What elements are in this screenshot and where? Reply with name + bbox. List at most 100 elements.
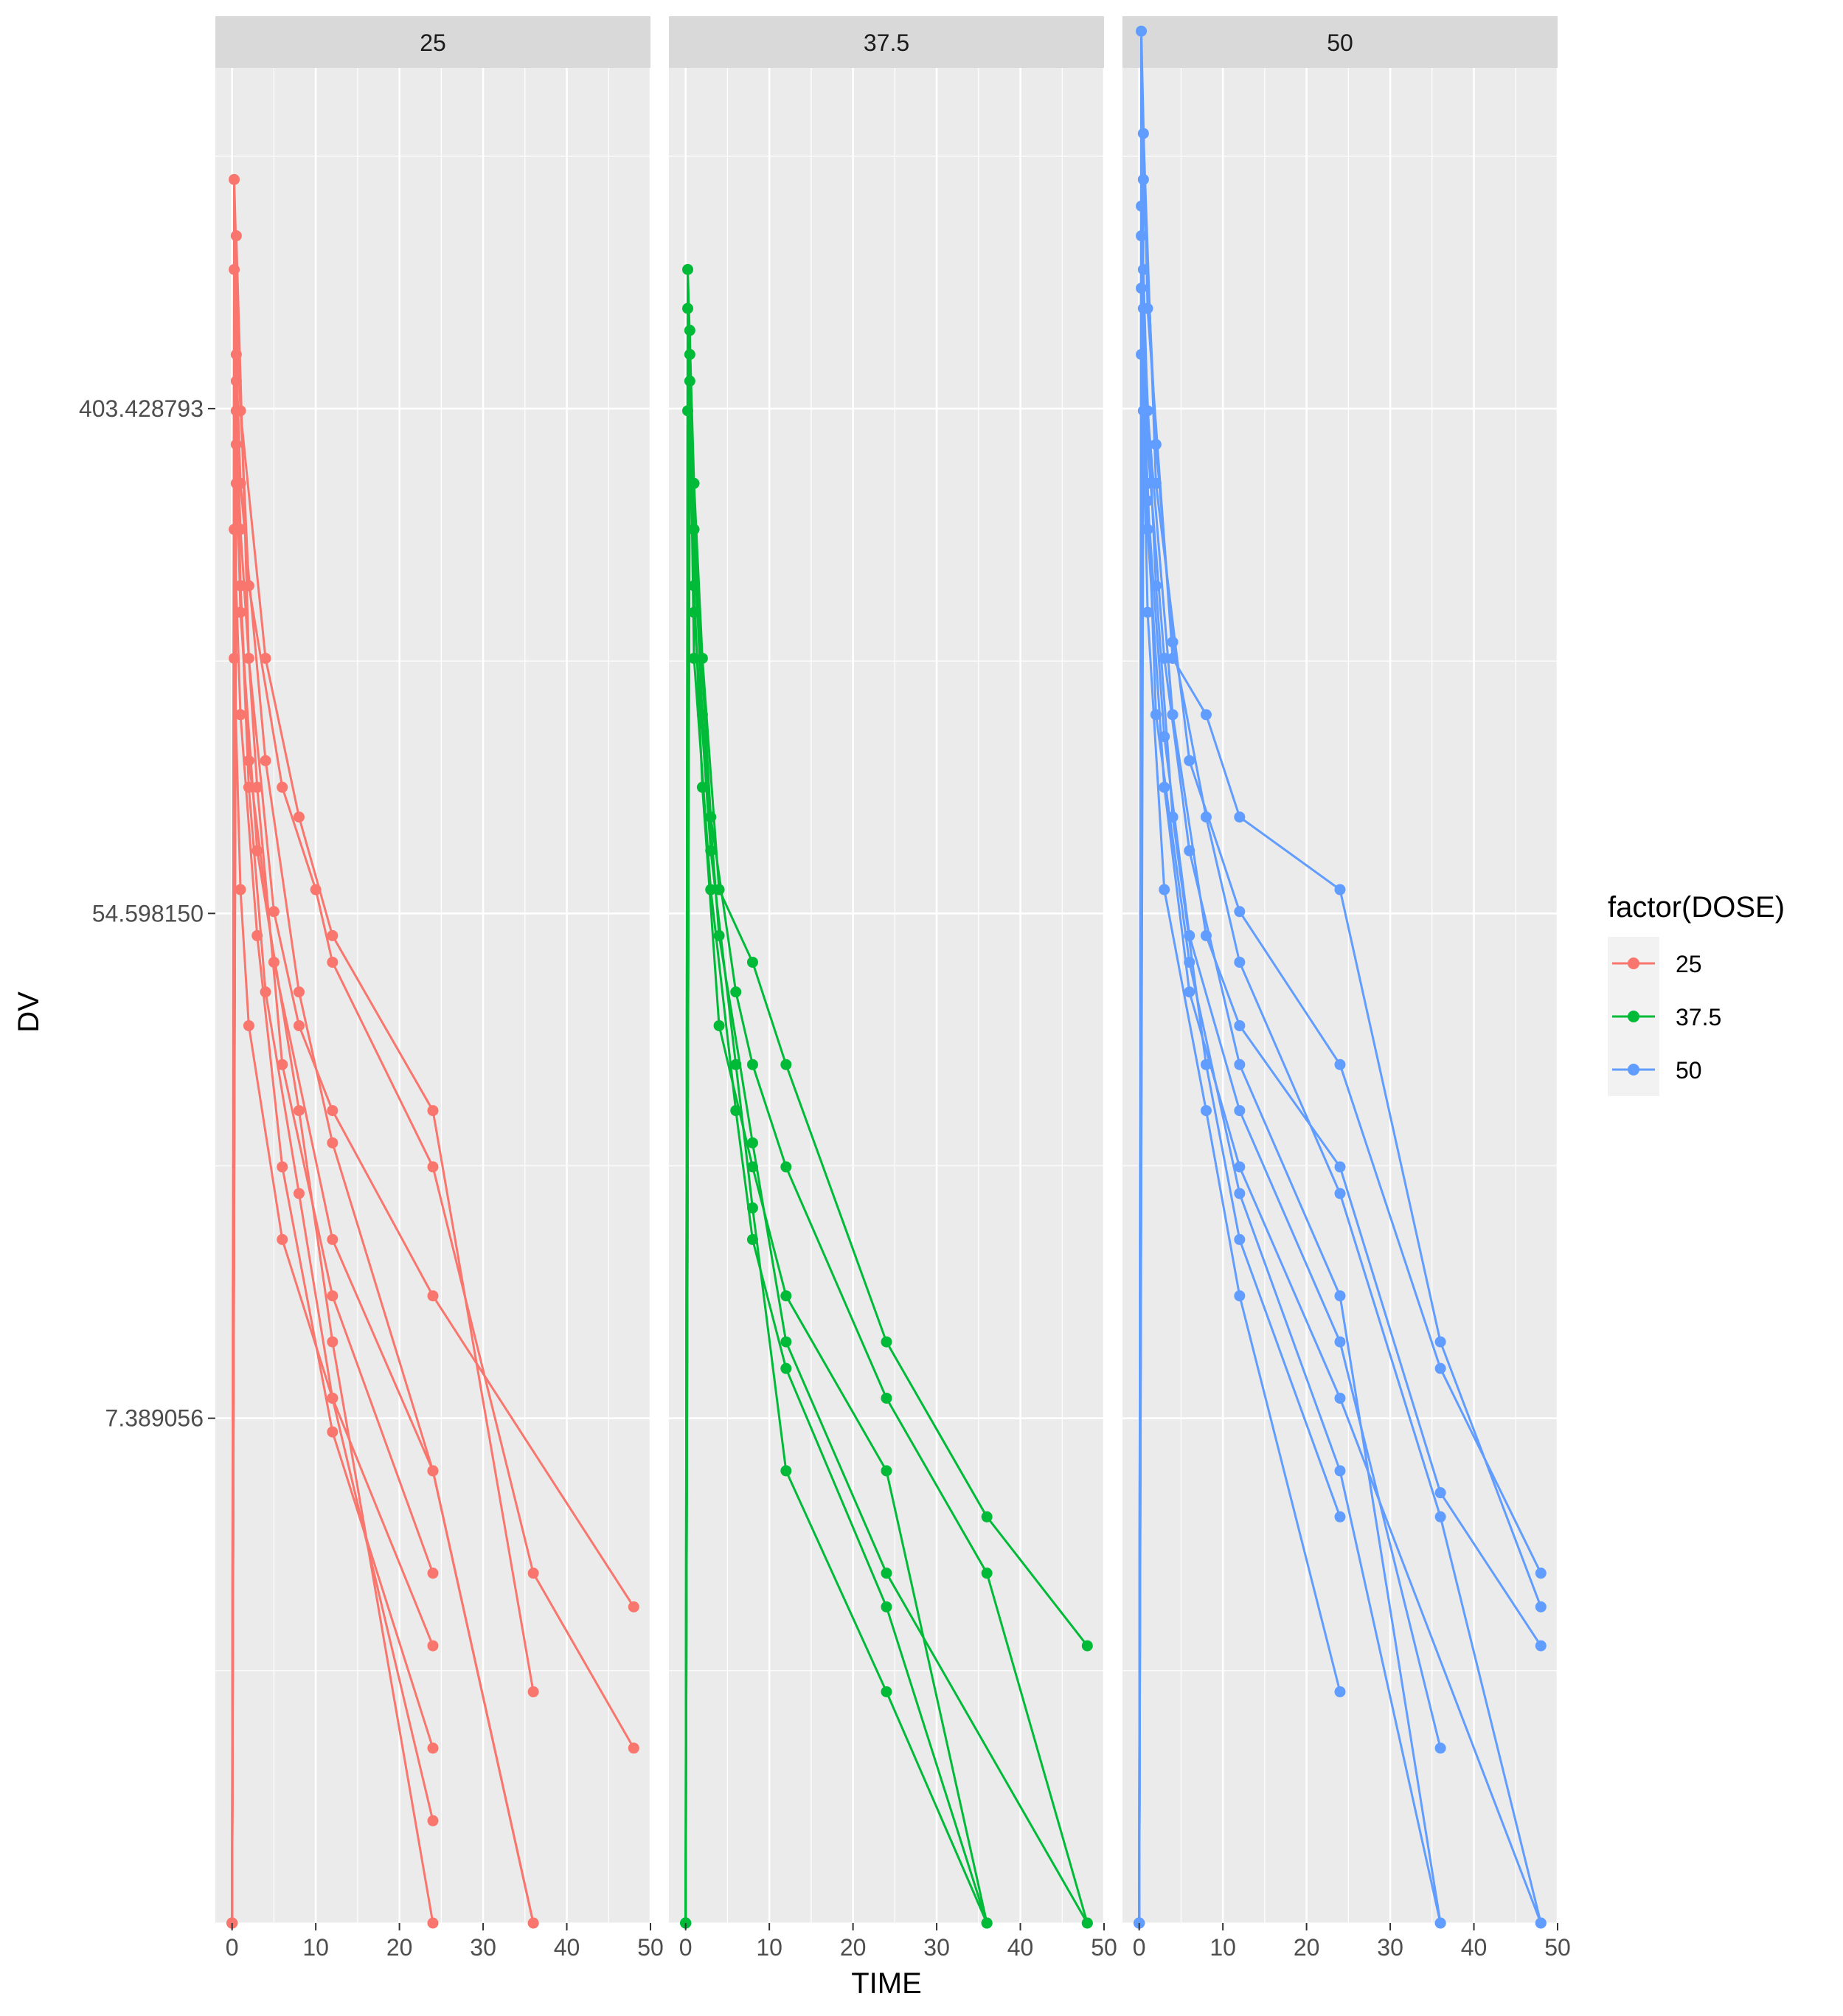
data-point — [1334, 1465, 1346, 1477]
x-tick-label: 20 — [840, 1934, 867, 1961]
data-point — [881, 1392, 892, 1404]
data-point — [230, 230, 242, 242]
x-tick-label: 10 — [1209, 1934, 1236, 1961]
facet-strip — [1122, 16, 1558, 68]
data-point — [327, 1233, 339, 1245]
panel-background — [215, 68, 650, 1923]
data-point — [881, 1336, 892, 1348]
data-point — [230, 349, 242, 361]
data-point — [746, 956, 758, 968]
data-point — [293, 811, 305, 823]
facet-strip-label: 50 — [1327, 30, 1353, 56]
data-point — [229, 173, 240, 185]
data-point — [746, 1137, 758, 1149]
data-point — [780, 1059, 792, 1070]
data-point — [1184, 755, 1195, 766]
data-point — [293, 986, 305, 998]
data-point — [1334, 1188, 1346, 1199]
x-tick-label: 40 — [554, 1934, 580, 1961]
facet-panel-50: 50 — [1122, 16, 1559, 1929]
data-point — [277, 1233, 288, 1245]
data-point — [427, 1105, 439, 1117]
data-point — [1535, 1601, 1547, 1613]
data-point — [327, 929, 339, 941]
data-point — [427, 1465, 439, 1477]
data-point — [427, 1161, 439, 1173]
series-line — [231, 235, 635, 1924]
data-point — [327, 1426, 339, 1438]
x-tick-label: 50 — [1544, 1934, 1571, 1961]
data-point — [628, 1742, 639, 1754]
data-point — [1167, 636, 1179, 648]
facet-strip-label: 25 — [420, 30, 446, 56]
data-point — [327, 1105, 339, 1117]
legend-item-25: 25 — [1608, 937, 1702, 990]
facet-strip-label: 37.5 — [864, 30, 909, 56]
data-point — [277, 781, 288, 793]
data-point — [327, 1336, 339, 1348]
x-tick-label: 40 — [1461, 1934, 1488, 1961]
data-point — [1334, 1059, 1346, 1070]
facet-panel-25: 25 — [215, 16, 652, 1929]
data-point — [1434, 1917, 1446, 1929]
data-point — [981, 1568, 993, 1579]
data-point — [1434, 1487, 1446, 1499]
data-point — [327, 1290, 339, 1302]
data-point — [1200, 811, 1212, 823]
data-point — [1234, 906, 1246, 918]
y-tick-label: 54.598150 — [92, 900, 204, 926]
data-point — [527, 1686, 539, 1697]
legend-item-37-5: 37.5 — [1608, 990, 1721, 1043]
data-point — [696, 709, 708, 721]
x-tick-label: 30 — [1377, 1934, 1403, 1961]
series-line — [231, 381, 535, 1924]
data-point — [1200, 1105, 1212, 1117]
data-point — [327, 1392, 339, 1404]
data-point — [628, 1601, 639, 1613]
legend: factor(DOSE) 25 37.5 50 — [1608, 891, 1785, 1096]
x-tick-label: 20 — [386, 1934, 413, 1961]
data-point — [1234, 1188, 1246, 1199]
x-tick-label: 40 — [1007, 1934, 1034, 1961]
data-point — [780, 1336, 792, 1348]
data-point — [1136, 25, 1148, 37]
data-point — [881, 1686, 892, 1697]
data-point — [251, 845, 263, 856]
data-point — [1137, 128, 1149, 139]
data-point — [229, 652, 240, 664]
data-point — [1334, 1336, 1346, 1348]
data-point — [1200, 709, 1212, 721]
x-tick-label: 30 — [470, 1934, 496, 1961]
data-point — [746, 1059, 758, 1070]
data-point — [684, 325, 695, 336]
data-point — [1150, 709, 1162, 721]
data-point — [780, 1362, 792, 1374]
data-point — [1234, 1161, 1246, 1173]
data-point — [1184, 929, 1195, 941]
data-point — [1334, 884, 1346, 896]
data-point — [427, 1640, 439, 1652]
data-point — [1234, 811, 1246, 823]
data-point — [1234, 1019, 1246, 1031]
data-point — [243, 755, 254, 766]
data-point — [235, 884, 246, 896]
legend-title: factor(DOSE) — [1608, 891, 1785, 924]
data-point — [705, 884, 717, 896]
data-point — [981, 1511, 993, 1523]
data-point — [881, 1465, 892, 1477]
data-point — [1234, 956, 1246, 968]
data-point — [746, 1202, 758, 1214]
y-tick-label: 403.428793 — [79, 395, 204, 422]
data-point — [260, 652, 271, 664]
data-point — [1136, 283, 1148, 294]
data-point — [1334, 1161, 1346, 1173]
data-point — [713, 1019, 725, 1031]
data-point — [1535, 1917, 1547, 1929]
data-point — [881, 1568, 892, 1579]
y-tick-label: 7.389056 — [105, 1405, 204, 1432]
x-tick-label: 0 — [679, 1934, 693, 1961]
panel-background — [1122, 68, 1558, 1923]
series-group — [680, 263, 1093, 1929]
data-point — [730, 986, 742, 998]
